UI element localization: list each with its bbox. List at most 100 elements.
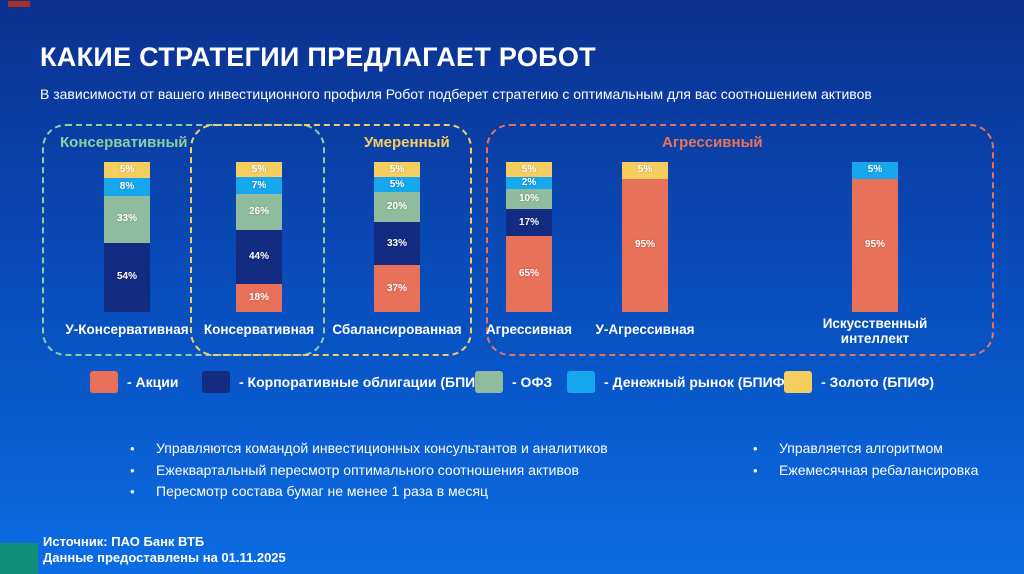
source-line-1: Источник: ПАО Банк ВТБ xyxy=(43,534,205,549)
bar-segment-1: 95% xyxy=(852,178,898,312)
bar-segment-value: 33% xyxy=(116,213,137,225)
bar-stack: 37% 33% 20% 5% 5% xyxy=(374,162,420,312)
bar-segment-value: 37% xyxy=(386,282,407,294)
bullet-dot: • xyxy=(130,441,135,456)
bar-segment-2: 17% xyxy=(506,209,552,237)
bullet-item: • Ежеквартальный пересмотр оптимального с… xyxy=(130,460,608,482)
bar-segment-value: 5% xyxy=(119,163,135,175)
bar-segment-2: 54% xyxy=(104,242,150,312)
bar-segment-value: 7% xyxy=(251,179,267,191)
bar-label: Агрессивная xyxy=(485,322,573,337)
page-title: КАКИЕ СТРАТЕГИИ ПРЕДЛАГАЕТ РОБОТ xyxy=(40,42,596,72)
bullets-right: • Управляется алгоритмом • Ежемесячная реба… xyxy=(753,438,978,481)
legend-swatch-money-market xyxy=(567,371,595,393)
bar-segment-value: 5% xyxy=(389,163,405,175)
bar-segment-4: 5% xyxy=(852,162,898,179)
bullet-item: • Ежемесячная ребалансировка xyxy=(753,460,978,482)
bar-segment-1: 65% xyxy=(506,236,552,312)
legend-swatch-stocks xyxy=(90,371,118,393)
bullet-text: Ежеквартальный пересмотр оптимального со… xyxy=(156,461,579,478)
bar-segment-value: 5% xyxy=(251,163,267,175)
bullet-dot: • xyxy=(753,462,758,478)
bar-segment-value: 2% xyxy=(521,177,537,189)
bar-label: Искусственный интеллект xyxy=(822,316,928,346)
group-box-moderate xyxy=(190,124,472,356)
legend-label: - ОФЗ xyxy=(512,374,553,390)
bar-segment-3: 10% xyxy=(506,189,552,210)
bullet-item: • Управляется алгоритмом xyxy=(753,438,978,460)
bullet-item: • Управляются командой инвестиционных кон… xyxy=(130,438,608,460)
bullet-text: Пересмотр состава бумаг не менее 1 раза … xyxy=(156,483,489,499)
bullet-item: • Пересмотр состава бумаг не менее 1 раза… xyxy=(130,481,608,503)
legend-swatch-ofz xyxy=(475,371,503,393)
bullet-dot: • xyxy=(753,441,758,456)
legend-label: - Золото (БПИФ) xyxy=(821,374,935,390)
legend-label: - Корпоративные облигации (БПИФ) xyxy=(239,374,492,390)
bar-label: Консервативная xyxy=(203,322,315,337)
legend-item-gold: - Золото (БПИФ) xyxy=(784,371,934,393)
bar-segment-3: 26% xyxy=(236,194,282,230)
bar-segment-4: 5% xyxy=(374,177,420,192)
group-box-conservative xyxy=(42,124,325,356)
bar-segment-value: 26% xyxy=(248,206,269,217)
bar-stack: 54% 33% 8% 5% xyxy=(104,162,150,312)
bar-label: У-Агрессивная xyxy=(595,322,695,337)
bar-segment-5: 5% xyxy=(374,162,420,177)
bar-segment-4: 8% xyxy=(104,177,150,197)
bar-segment-value: 8% xyxy=(119,180,135,192)
stacked-bar-u-aggressive: 95% 5% У-Агрессивная xyxy=(596,162,695,337)
bar-segment-value: 95% xyxy=(634,239,655,251)
bar-segment-value: 65% xyxy=(518,268,539,280)
group-title-conservative: Консервативный xyxy=(60,134,188,151)
bar-segment-5: 5% xyxy=(622,162,668,179)
bullet-text: Управляются командой инвестиционных конс… xyxy=(156,440,608,456)
bar-segment-value: 54% xyxy=(116,271,137,283)
stacked-bar-u-conservative: 54% 33% 8% 5% У-Консервативная xyxy=(65,162,189,337)
page-subtitle: В зависимости от вашего инвестиционного … xyxy=(40,86,872,102)
stacked-bar-balanced: 37% 33% 20% 5% 5% Сбалансированная xyxy=(332,162,462,337)
source-note: Источник: ПАО Банк ВТБ Данные предоставл… xyxy=(43,534,286,566)
source-line-2: Данные предоставлены на 01.11.2025 xyxy=(43,550,286,565)
bar-segment-1: 37% xyxy=(374,265,420,312)
group-title-moderate: Умеренный xyxy=(364,134,450,151)
legend-swatch-gold xyxy=(784,371,812,393)
legend-item-ofz: - ОФЗ xyxy=(475,371,552,393)
bar-segment-2: 33% xyxy=(374,222,420,265)
stacked-bar-aggressive: 65% 17% 10% 2% 5% Агрессивная xyxy=(486,162,572,337)
bar-label: У-Консервативная xyxy=(65,322,189,337)
corner-teal-accent xyxy=(0,543,38,574)
bar-segment-4: 7% xyxy=(236,177,282,194)
group-title-aggressive: Агрессивный xyxy=(662,134,763,151)
legend-item-corporate-bonds: - Корпоративные облигации (БПИФ) xyxy=(202,371,492,393)
bar-segment-value: 5% xyxy=(867,164,883,176)
bullets-left: • Управляются командой инвестиционных кон… xyxy=(130,438,608,503)
bar-stack: 95% 5% xyxy=(622,162,668,312)
bar-segment-3: 20% xyxy=(374,192,420,222)
stacked-bar-conservative: 18% 44% 26% 7% 5% Консервативная xyxy=(204,162,314,337)
bar-segment-1: 95% xyxy=(622,178,668,312)
bar-segment-value: 20% xyxy=(386,201,407,212)
bullet-dot: • xyxy=(130,484,135,499)
stacked-bar-artificial-intelligence: 95% 5% Искусственный интеллект xyxy=(823,162,927,346)
bar-stack: 18% 44% 26% 7% 5% xyxy=(236,162,282,312)
bar-segment-4: 2% xyxy=(506,177,552,190)
bar-segment-value: 95% xyxy=(864,239,885,251)
legend-item-money-market: - Денежный рынок (БПИФ) xyxy=(567,371,789,393)
bar-stack: 95% 5% xyxy=(852,162,898,312)
bar-stack: 65% 17% 10% 2% 5% xyxy=(506,162,552,312)
bar-segment-5: 5% xyxy=(104,162,150,178)
bullet-text: Управляется алгоритмом xyxy=(779,440,943,456)
bar-segment-3: 33% xyxy=(104,196,150,243)
bar-segment-value: 33% xyxy=(386,237,407,249)
bar-label: Сбалансированная xyxy=(332,322,462,337)
legend-label: - Денежный рынок (БПИФ) xyxy=(604,374,790,390)
bar-segment-value: 5% xyxy=(637,164,653,176)
legend-item-stocks: - Акции xyxy=(90,371,179,393)
bar-segment-5: 5% xyxy=(506,162,552,178)
bar-segment-value: 10% xyxy=(518,193,539,205)
bar-segment-value: 18% xyxy=(248,292,269,303)
legend-swatch-corporate-bonds xyxy=(202,371,230,393)
bullet-text: Ежемесячная ребалансировка xyxy=(779,461,979,478)
bar-segment-2: 44% xyxy=(236,230,282,284)
